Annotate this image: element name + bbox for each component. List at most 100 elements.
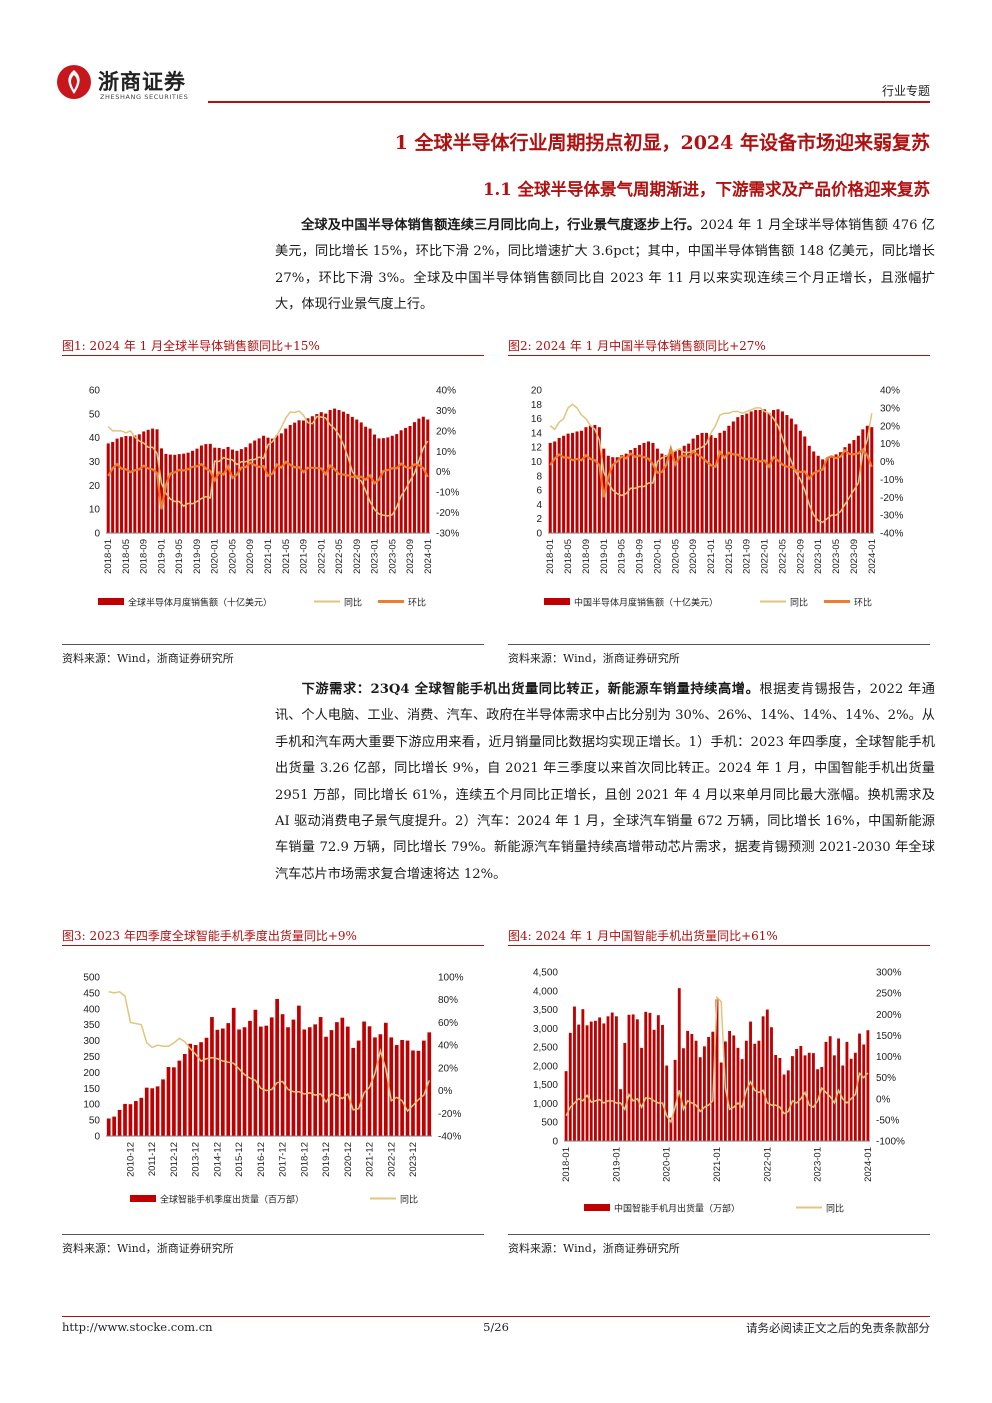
bar — [217, 447, 221, 533]
bar — [795, 1048, 799, 1141]
bar — [740, 1059, 744, 1141]
bar — [399, 430, 403, 533]
bar — [749, 411, 753, 533]
bar — [215, 1029, 220, 1136]
x-axis-tick-label: 2020-05 — [227, 539, 238, 574]
left-axis-tick-label: 60 — [89, 386, 101, 397]
bar — [151, 428, 155, 533]
bar — [677, 988, 681, 1141]
left-axis-tick-label: 20 — [531, 386, 543, 397]
bar — [341, 411, 345, 533]
bar — [619, 1089, 623, 1141]
bar — [648, 1012, 652, 1141]
bar — [758, 410, 762, 533]
bar — [222, 449, 226, 533]
bar — [652, 1029, 656, 1141]
right-axis-tick-label: 50% — [876, 1073, 896, 1084]
right-axis-tick-label: 20% — [436, 426, 456, 437]
x-axis-tick-label: 2023-01 — [813, 539, 824, 574]
x-axis-tick-label: 2023-01 — [813, 1147, 824, 1182]
x-axis-tick-label: 2023-09 — [849, 539, 860, 574]
bar — [765, 1009, 769, 1141]
left-axis-tick-label: 12 — [531, 443, 543, 454]
bar — [279, 433, 283, 533]
bar — [703, 1046, 706, 1141]
x-axis-tick-label: 2021-01 — [263, 539, 274, 574]
bar — [142, 431, 146, 533]
bar — [745, 413, 749, 533]
bar — [270, 438, 274, 533]
right-axis-tick-label: 300% — [876, 968, 902, 979]
x-axis-tick-label: 2022-12 — [386, 1142, 397, 1177]
logo-text: 浙商证券 — [98, 70, 186, 94]
x-axis-tick-label: 2011-12 — [147, 1142, 158, 1176]
bar — [776, 409, 780, 533]
right-axis-tick-label: -10% — [880, 475, 903, 486]
bar — [210, 1017, 214, 1136]
bar — [728, 1030, 731, 1141]
right-axis-tick-label: 10% — [880, 439, 900, 450]
paragraph-semiconductor-sales: 全球及中国半导体销售额连续三月同比向上，行业景气度逐步上行。2024 年 1 月… — [275, 213, 935, 319]
right-axis-tick-label: 60% — [438, 1018, 458, 1029]
bar — [394, 1045, 399, 1136]
figure-3-rule — [62, 945, 484, 946]
bar — [253, 1009, 258, 1136]
bar — [112, 1116, 116, 1136]
bar — [553, 441, 557, 533]
legend-swatch — [130, 1195, 156, 1202]
bar — [789, 418, 793, 533]
right-axis-tick-label: -30% — [436, 529, 459, 540]
left-axis-tick-label: 10 — [531, 457, 543, 468]
left-axis-tick-label: 14 — [531, 428, 543, 439]
bar — [593, 425, 597, 533]
bar — [772, 410, 776, 533]
bar — [411, 1050, 415, 1136]
x-axis-tick-label: 2018-01 — [545, 539, 556, 574]
right-axis-tick-label: 10% — [436, 447, 456, 458]
bar — [631, 1014, 635, 1141]
bar — [718, 432, 722, 533]
legend-label: 全球智能手机季度出货量（百万部） — [160, 1194, 304, 1205]
bar — [548, 442, 552, 533]
bar — [610, 1012, 614, 1141]
bar — [173, 454, 177, 533]
bar — [106, 443, 110, 533]
bar — [843, 447, 847, 533]
x-axis-tick-label: 2016-12 — [256, 1142, 267, 1177]
bar — [264, 1025, 269, 1136]
left-axis-tick-label: 20 — [89, 481, 101, 492]
footer-url[interactable]: http://www.stocke.com.cn — [62, 1320, 213, 1334]
bar — [239, 449, 243, 533]
bar — [310, 416, 314, 533]
footer-page-number: 5/26 — [483, 1320, 509, 1334]
bar — [852, 440, 856, 533]
bar — [606, 1016, 610, 1141]
bar — [400, 1039, 404, 1136]
series-line — [108, 990, 430, 1113]
bar — [318, 1017, 323, 1136]
logo-english: ZHESHANG SECURITIES — [100, 93, 189, 101]
bar — [328, 410, 332, 533]
x-axis-tick-label: 2018-01 — [561, 1147, 572, 1182]
bar — [690, 1033, 694, 1141]
bar — [665, 1065, 669, 1141]
x-axis-tick-label: 2021-01 — [712, 1147, 723, 1182]
right-axis-tick-label: 100% — [438, 973, 464, 984]
left-axis-tick-label: 10 — [89, 505, 101, 516]
bar — [161, 1079, 165, 1136]
x-axis-tick-label: 2015-12 — [234, 1142, 245, 1177]
right-axis-tick-label: 0% — [876, 1094, 891, 1105]
paragraph-downstream-demand: 下游需求：23Q4 全球智能手机出货量同比转正，新能源车销量持续高增。根据麦肯锡… — [275, 677, 935, 888]
bar — [302, 420, 306, 533]
left-axis-tick-label: 4 — [536, 500, 542, 511]
bar — [828, 1036, 832, 1141]
left-axis-tick-label: 150 — [83, 1084, 100, 1095]
bar — [144, 1087, 149, 1136]
right-axis-tick-label: 250% — [876, 989, 902, 1000]
bar — [329, 1030, 334, 1136]
x-axis-tick-label: 2020-01 — [210, 539, 221, 574]
bar — [807, 1052, 811, 1141]
bar — [820, 1067, 824, 1141]
bar — [579, 430, 584, 533]
bar — [237, 1029, 241, 1136]
